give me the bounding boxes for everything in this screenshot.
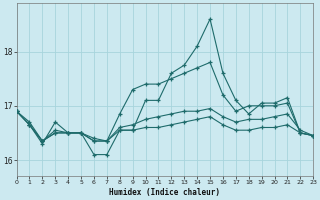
X-axis label: Humidex (Indice chaleur): Humidex (Indice chaleur): [109, 188, 220, 197]
